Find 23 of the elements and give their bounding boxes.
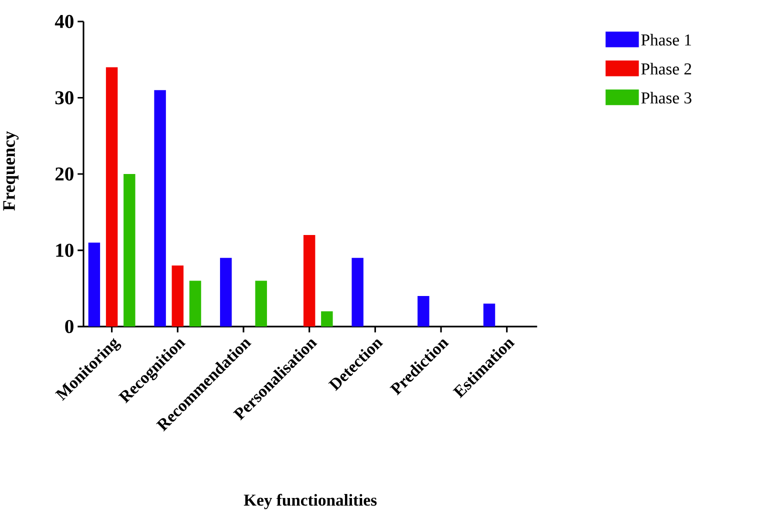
y-tick-label: 30	[55, 91, 74, 104]
legend-label: Phase 3	[641, 92, 692, 104]
bar	[483, 304, 496, 327]
bar	[124, 174, 136, 327]
bar	[189, 280, 202, 327]
bar	[418, 296, 430, 327]
y-tick-label: 20	[55, 167, 74, 181]
y-tick-label: 40	[54, 14, 74, 28]
bar	[88, 242, 100, 327]
bar	[172, 266, 184, 327]
y-tick-label: 10	[56, 244, 74, 257]
y-axis-title: Frequency	[3, 131, 19, 211]
bar	[303, 235, 316, 327]
x-axis-title: Key functionalities	[244, 494, 377, 510]
bar	[154, 90, 166, 327]
bar	[352, 258, 364, 327]
legend-label: Phase 1	[641, 34, 692, 46]
legend-label: Phase 2	[641, 62, 692, 75]
bar	[106, 67, 118, 327]
y-tick-label: 0	[65, 320, 74, 334]
bar	[220, 258, 232, 327]
bar	[321, 311, 333, 327]
bar	[255, 280, 267, 327]
